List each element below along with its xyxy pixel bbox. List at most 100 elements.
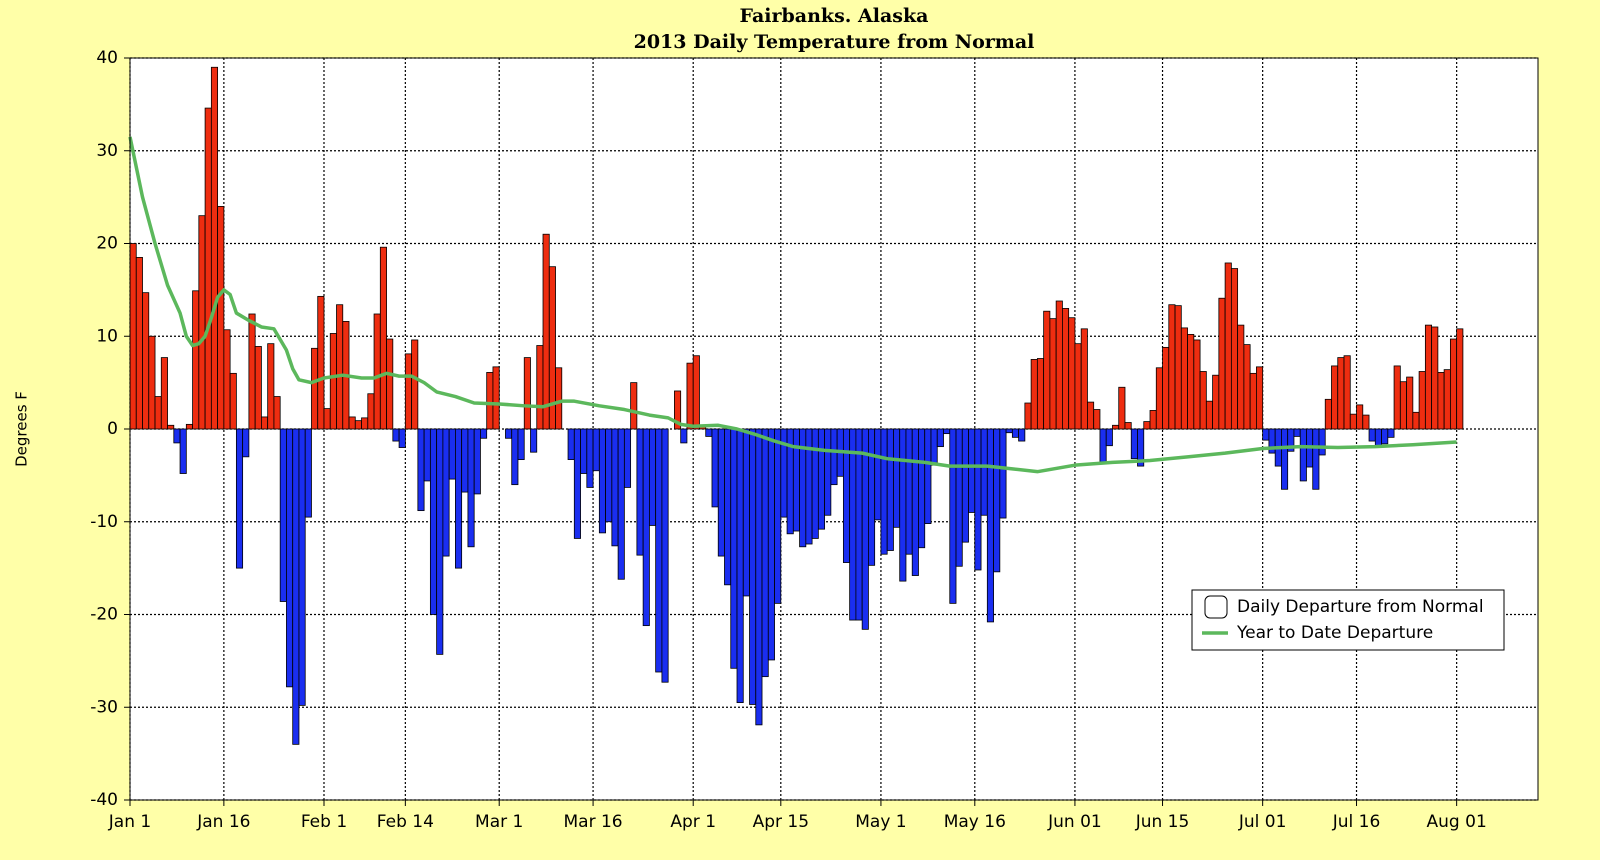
bar: [235, 428, 244, 569]
bar: [1080, 328, 1088, 430]
bar: [1093, 409, 1101, 430]
bar: [943, 428, 951, 435]
bar: [367, 393, 375, 430]
bar: [229, 372, 237, 430]
bar: [774, 428, 782, 604]
bar: [573, 428, 581, 539]
bar: [730, 428, 738, 669]
bar: [1281, 428, 1289, 490]
x-tick-label: Aug 01: [1427, 812, 1487, 832]
bar: [1005, 428, 1013, 434]
bar: [204, 107, 212, 430]
bar: [1287, 428, 1295, 452]
bar: [448, 428, 456, 480]
bar: [492, 366, 500, 430]
bar: [1299, 428, 1307, 482]
bar: [680, 428, 688, 444]
bar: [893, 428, 901, 528]
y-tick-label: -20: [90, 605, 118, 625]
bar: [705, 428, 713, 437]
bar: [655, 428, 663, 673]
bar: [811, 428, 819, 539]
plot-frame: [129, 57, 1539, 801]
x-tick-label: Mar 1: [475, 812, 523, 832]
bar: [955, 428, 963, 567]
bar: [1337, 357, 1345, 430]
bar: [1406, 376, 1414, 430]
legend-label: Year to Date Departure: [1236, 623, 1433, 643]
x-tick-label: Apr 1: [670, 812, 716, 832]
bar: [824, 428, 832, 516]
bar: [279, 428, 287, 602]
bar: [961, 428, 969, 543]
bar: [1105, 428, 1113, 447]
bar: [636, 428, 644, 556]
chart-title: Fairbanks. Alaska: [740, 5, 929, 27]
bar: [455, 428, 463, 569]
y-tick-label: -30: [90, 697, 118, 717]
bar: [217, 205, 225, 430]
bar: [911, 428, 919, 576]
bar: [198, 215, 206, 430]
bar: [1349, 413, 1357, 430]
x-tick-label: May 1: [855, 812, 906, 832]
bar: [1155, 367, 1163, 430]
bar: [473, 428, 481, 495]
y-tick-label: 0: [107, 419, 118, 439]
bar: [411, 339, 419, 430]
bar: [661, 428, 669, 683]
bar: [567, 428, 575, 461]
bar: [461, 428, 469, 493]
bar: [1418, 371, 1426, 430]
bar: [717, 428, 725, 557]
bar: [442, 428, 450, 557]
bar: [930, 428, 938, 466]
bar: [1118, 386, 1126, 430]
x-tick-label: Jun 15: [1135, 812, 1190, 832]
bar: [142, 292, 150, 430]
bar: [1262, 428, 1270, 441]
bar: [767, 428, 775, 661]
bar: [248, 313, 256, 430]
x-tick-label: May 16: [944, 812, 1006, 832]
bar: [598, 428, 606, 534]
bar: [467, 428, 475, 548]
bar: [1049, 318, 1057, 430]
bar: [1381, 428, 1389, 445]
bar: [630, 382, 638, 430]
bar: [949, 428, 957, 604]
bar: [1399, 381, 1407, 430]
bar: [135, 257, 143, 430]
bar: [404, 353, 413, 430]
bar: [611, 428, 619, 547]
bar: [1068, 317, 1076, 430]
bar: [354, 420, 362, 430]
bar: [261, 416, 269, 430]
bar: [1087, 401, 1095, 430]
bar: [805, 428, 813, 545]
bar: [542, 233, 550, 430]
bar: [1356, 404, 1364, 430]
bar: [842, 428, 851, 563]
bar: [386, 338, 394, 430]
bar: [1043, 310, 1051, 430]
bar: [1055, 300, 1063, 430]
bar: [642, 428, 650, 627]
bar: [148, 335, 156, 430]
bar: [1174, 305, 1182, 430]
bar: [154, 396, 162, 430]
bar: [674, 390, 682, 430]
bar: [1256, 366, 1264, 430]
bar: [1318, 428, 1326, 456]
bar: [179, 428, 187, 474]
bar: [480, 428, 488, 439]
bar: [1212, 374, 1220, 430]
y-tick-label: 40: [96, 48, 118, 68]
bar: [999, 428, 1007, 519]
bar: [736, 428, 744, 704]
bar: [1011, 428, 1020, 438]
bar: [849, 428, 857, 621]
bar: [517, 428, 525, 461]
bar: [486, 372, 494, 430]
bar: [1224, 262, 1232, 430]
